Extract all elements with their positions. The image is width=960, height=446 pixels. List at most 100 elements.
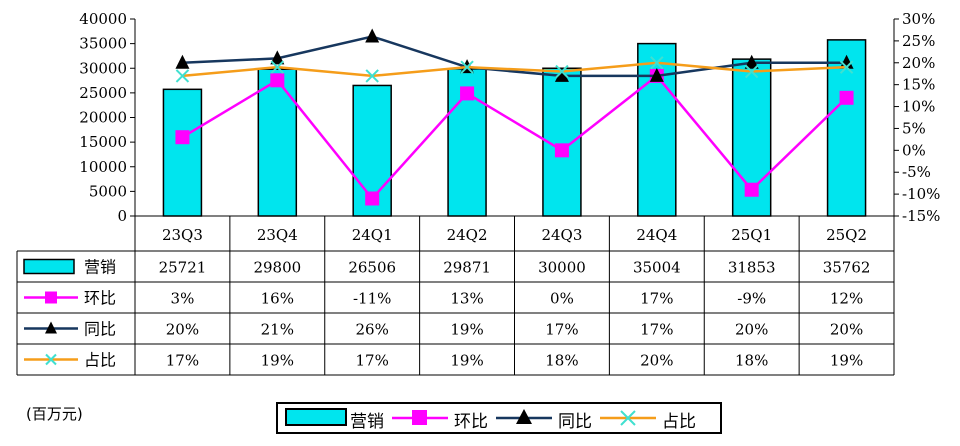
right-axis-tick-label: 0% [902, 141, 926, 159]
series-line-triangle [182, 35, 847, 78]
table-cell-value: -9% [737, 290, 766, 308]
marker-square [554, 143, 569, 158]
left-axis-tick-label: 40000 [79, 10, 127, 28]
bar-marketing [257, 68, 298, 217]
marker-square [365, 191, 380, 206]
table-cell-value: 19% [450, 352, 483, 370]
category-label: 25Q1 [731, 226, 772, 244]
table-cell-value: 29871 [443, 259, 491, 277]
category-label: 23Q4 [257, 226, 298, 244]
series-line-x [182, 61, 847, 78]
left-axis-tick-label: 0 [117, 207, 127, 225]
right-axis-tick-label: 10% [902, 98, 935, 116]
table-cell-value: 16% [261, 290, 294, 308]
marker-x [555, 64, 569, 79]
bar-marketing [162, 88, 203, 217]
legend-label: 营销 [350, 412, 384, 432]
legend-triangle-marker-icon [496, 409, 552, 424]
marker-triangle [365, 28, 380, 43]
marker-x [365, 69, 379, 83]
table-cell-value: -11% [353, 290, 391, 308]
marker-square [744, 182, 759, 197]
left-axis-tick-label: 35000 [79, 35, 127, 53]
marker-square [460, 86, 475, 101]
table-cell-value: 35762 [823, 259, 871, 277]
series-line-square [181, 74, 848, 201]
legend-label: 环比 [454, 412, 488, 432]
left-axis-tick-label: 10000 [79, 158, 127, 176]
marker-triangle [270, 50, 285, 65]
right-axis-tick-label: -5% [902, 163, 931, 181]
marker-x [460, 60, 474, 74]
table-cell-value: 17% [640, 290, 673, 308]
row-key-square-icon [45, 291, 57, 304]
right-axis-tick-label: 30% [902, 10, 935, 28]
category-label: 24Q4 [636, 226, 677, 244]
legend-bar-swatch-icon [285, 408, 347, 426]
marker-square [839, 90, 854, 105]
table-cell-value: 19% [261, 352, 294, 370]
marker-square [270, 73, 285, 88]
table-cell-value: 12% [830, 290, 863, 308]
category-label: 24Q1 [352, 226, 393, 244]
marker-x [650, 56, 664, 70]
table-cell-value: 17% [166, 352, 199, 370]
unit-label: (百万元) [26, 405, 83, 423]
marker-triangle [839, 54, 854, 69]
marker-x [175, 69, 190, 83]
left-axis-tick-label: 15000 [79, 133, 127, 151]
row-key-x-icon [45, 353, 57, 366]
marker-x [839, 60, 854, 74]
marker-x [270, 60, 285, 74]
table-cell-value: 17% [545, 321, 578, 339]
table-cell-value: 19% [450, 321, 483, 339]
table-cell-value: 21% [261, 321, 294, 339]
right-axis-tick-label: 15% [902, 76, 935, 94]
marker-triangle [175, 54, 190, 69]
table-cell-value: 20% [640, 352, 673, 370]
table-cell-value: 29800 [253, 259, 301, 277]
marker-square [175, 130, 190, 145]
category-label: 25Q2 [826, 226, 867, 244]
table-cell-value: 17% [640, 321, 673, 339]
marker-triangle [744, 54, 759, 69]
table-cell-value: 20% [166, 321, 199, 339]
table-cell-value: 0% [550, 290, 574, 308]
legend-square-marker-icon [392, 410, 448, 425]
row-header-label: 同比 [84, 320, 116, 339]
left-axis-tick-label: 5000 [89, 182, 127, 200]
table-cell-value: 35004 [633, 259, 681, 277]
legend-label: 占比 [662, 412, 696, 432]
table-cell-value: 17% [356, 352, 389, 370]
row-header-label: 环比 [84, 289, 116, 308]
marker-triangle [649, 67, 664, 82]
category-label: 24Q3 [541, 226, 582, 244]
legend-label: 同比 [558, 412, 592, 432]
right-axis-tick-label: -15% [902, 207, 940, 225]
table-cell-value: 25721 [159, 259, 207, 277]
row-header-label: 营销 [84, 258, 116, 277]
table-cell-value: 3% [171, 290, 195, 308]
marker-triangle [554, 67, 569, 82]
category-label: 23Q3 [162, 226, 203, 244]
left-axis-tick-label: 30000 [79, 59, 127, 77]
table-cell-value: 13% [450, 290, 483, 308]
right-axis-tick-label: 25% [902, 32, 935, 50]
chart-canvas: 0 5000 10000 15000 20000 25000 30000 35000 40000… [16, 10, 940, 376]
left-axis-tick-label: 20000 [79, 109, 127, 127]
category-label: 24Q2 [447, 226, 488, 244]
row-key-bar-icon [23, 258, 75, 275]
row-header-label: 占比 [84, 351, 116, 370]
legend: 营销 环比 同比 占比 [276, 402, 722, 434]
table-cell-value: 26506 [348, 259, 396, 277]
table-cell-value: 30000 [538, 259, 586, 277]
table-cell-value: 20% [735, 321, 768, 339]
marker-x [744, 64, 759, 79]
row-key-triangle-icon [45, 321, 57, 334]
table-cell-value: 26% [356, 321, 389, 339]
right-axis-tick-label: 20% [902, 54, 935, 72]
left-axis-tick-label: 25000 [79, 84, 127, 102]
table-cell-value: 18% [545, 352, 578, 370]
table-cell-value: 18% [735, 352, 768, 370]
table-cell-value: 20% [830, 321, 863, 339]
